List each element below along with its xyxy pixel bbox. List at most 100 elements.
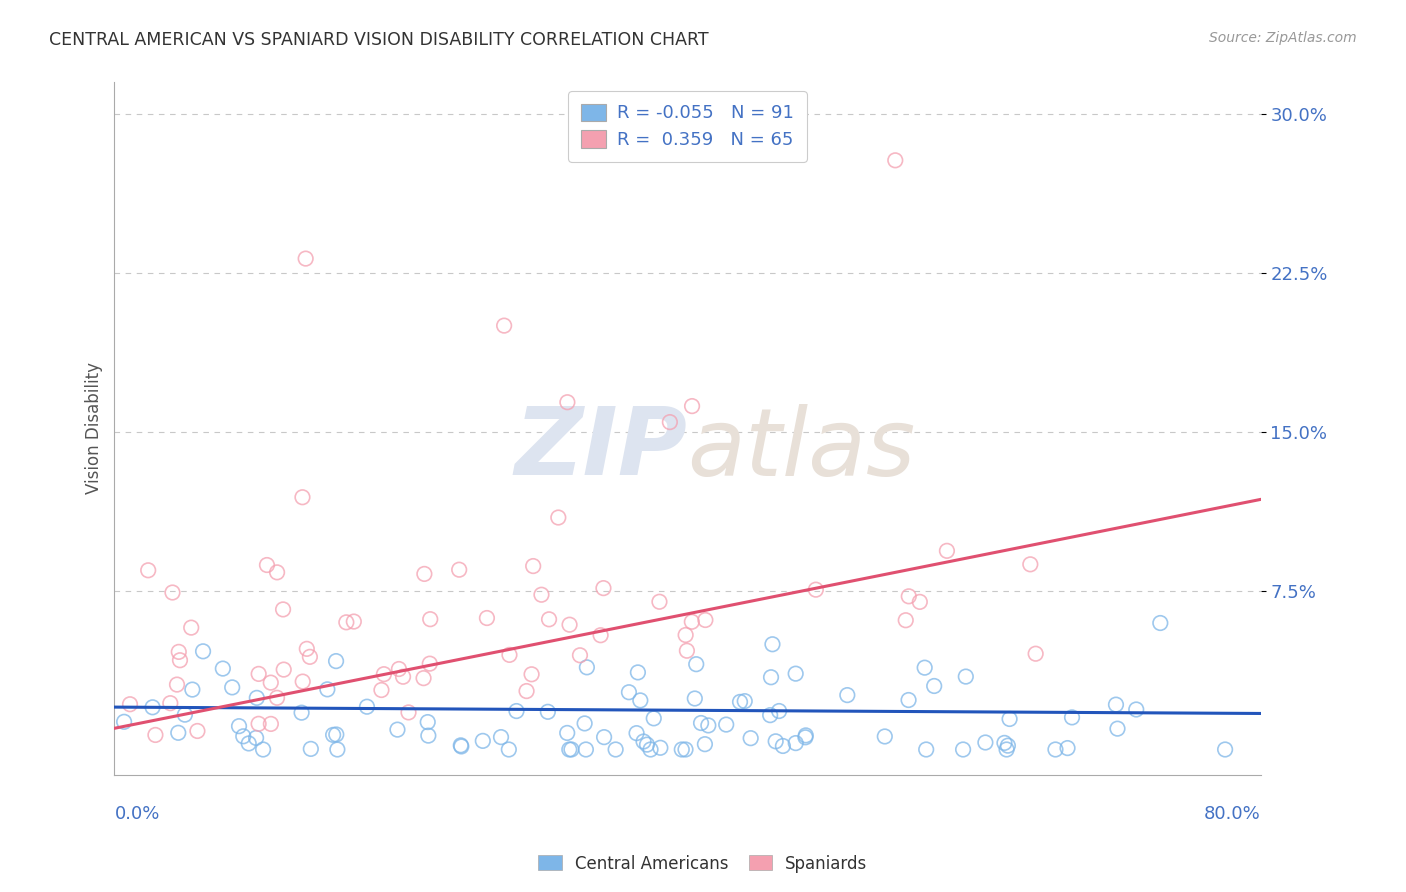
Point xyxy=(291,674,314,689)
Point xyxy=(589,628,612,642)
Point xyxy=(648,595,671,609)
Point xyxy=(734,694,756,708)
Point xyxy=(568,648,591,663)
Point xyxy=(471,734,494,748)
Point xyxy=(136,563,159,577)
Point xyxy=(716,717,738,731)
Point xyxy=(681,615,703,629)
Point xyxy=(592,581,614,595)
Point xyxy=(252,742,274,756)
Point xyxy=(522,559,544,574)
Text: CENTRAL AMERICAN VS SPANIARD VISION DISABILITY CORRELATION CHART: CENTRAL AMERICAN VS SPANIARD VISION DISA… xyxy=(49,31,709,49)
Point xyxy=(538,612,561,626)
Point xyxy=(169,653,191,667)
Point xyxy=(505,704,527,718)
Point xyxy=(1125,702,1147,716)
Text: 0.0%: 0.0% xyxy=(114,805,160,823)
Point xyxy=(498,742,520,756)
Point xyxy=(238,736,260,750)
Point xyxy=(574,716,596,731)
Point xyxy=(1045,742,1067,756)
Point xyxy=(326,742,349,756)
Point xyxy=(260,675,283,690)
Point xyxy=(993,736,1015,750)
Point xyxy=(418,729,440,743)
Point xyxy=(273,663,295,677)
Point xyxy=(1025,647,1047,661)
Point xyxy=(676,644,699,658)
Point xyxy=(489,730,512,744)
Point xyxy=(671,742,693,756)
Point xyxy=(1105,698,1128,712)
Point xyxy=(617,685,640,699)
Legend: R = -0.055   N = 91, R =  0.359   N = 65: R = -0.055 N = 91, R = 0.359 N = 65 xyxy=(568,91,807,162)
Point xyxy=(387,723,409,737)
Point xyxy=(392,670,415,684)
Point xyxy=(247,666,270,681)
Point xyxy=(794,731,817,745)
Point xyxy=(697,718,720,732)
Point xyxy=(914,661,936,675)
Point xyxy=(593,730,616,744)
Point xyxy=(516,684,538,698)
Point xyxy=(266,690,288,705)
Point xyxy=(343,615,366,629)
Point xyxy=(520,667,543,681)
Point xyxy=(118,697,141,711)
Point xyxy=(498,648,520,662)
Point xyxy=(1149,615,1171,630)
Point xyxy=(166,677,188,691)
Point xyxy=(181,682,204,697)
Point xyxy=(475,611,498,625)
Point xyxy=(804,582,827,597)
Point xyxy=(322,728,344,742)
Point xyxy=(998,712,1021,726)
Point xyxy=(159,696,181,710)
Point xyxy=(450,739,472,753)
Point xyxy=(555,726,578,740)
Point xyxy=(675,742,697,756)
Point xyxy=(325,654,347,668)
Point xyxy=(294,252,316,266)
Point xyxy=(908,595,931,609)
Point xyxy=(575,742,598,756)
Point xyxy=(211,662,233,676)
Point xyxy=(112,714,135,729)
Point xyxy=(412,671,434,685)
Point xyxy=(759,708,782,723)
Point xyxy=(547,510,569,524)
Point xyxy=(266,566,288,580)
Point xyxy=(186,723,208,738)
Point xyxy=(693,737,716,751)
Point xyxy=(450,739,472,754)
Point xyxy=(291,490,314,504)
Point xyxy=(373,667,395,681)
Point xyxy=(897,590,920,604)
Point xyxy=(298,649,321,664)
Point xyxy=(232,729,254,743)
Point xyxy=(884,153,907,168)
Point xyxy=(295,641,318,656)
Point xyxy=(761,637,783,651)
Point xyxy=(974,735,997,749)
Point xyxy=(449,563,471,577)
Point xyxy=(794,728,817,742)
Point xyxy=(740,731,762,746)
Point xyxy=(785,736,807,750)
Point xyxy=(759,670,782,684)
Point xyxy=(873,730,896,744)
Point xyxy=(558,617,581,632)
Point xyxy=(605,742,627,756)
Point xyxy=(633,734,655,748)
Point xyxy=(626,726,648,740)
Point xyxy=(785,666,807,681)
Point xyxy=(228,719,250,733)
Point xyxy=(180,621,202,635)
Point xyxy=(246,690,269,705)
Point xyxy=(685,657,707,672)
Point xyxy=(256,558,278,572)
Point xyxy=(221,681,243,695)
Point xyxy=(695,613,717,627)
Text: Source: ZipAtlas.com: Source: ZipAtlas.com xyxy=(1209,31,1357,45)
Point xyxy=(142,700,165,714)
